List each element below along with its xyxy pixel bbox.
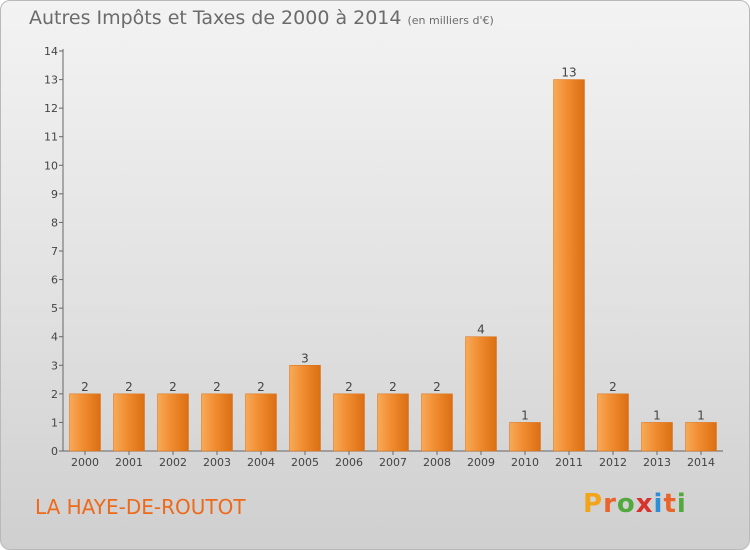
x-tick-label: 2009 xyxy=(467,456,495,469)
x-tick-label: 2013 xyxy=(643,456,671,469)
chart-unit: (en milliers d'€) xyxy=(407,14,494,27)
logo-letter: x xyxy=(635,489,654,519)
bar-value-label: 2 xyxy=(257,380,265,394)
bar xyxy=(245,393,277,452)
bar xyxy=(421,393,453,452)
y-tick-label: 3 xyxy=(51,359,58,372)
bar-value-label: 4 xyxy=(477,323,485,337)
bar xyxy=(597,393,629,452)
bar-value-label: 2 xyxy=(169,380,177,394)
bar-value-label: 2 xyxy=(609,380,617,394)
bar xyxy=(289,365,321,452)
bar xyxy=(113,393,145,452)
bar xyxy=(553,79,585,452)
bar-value-label: 2 xyxy=(213,380,221,394)
logo-letter: r xyxy=(603,489,617,519)
y-tick-label: 8 xyxy=(51,216,58,229)
chart-title-text: Autres Impôts et Taxes de 2000 à 2014 xyxy=(29,7,402,29)
y-tick-label: 2 xyxy=(51,388,58,401)
x-tick-label: 2008 xyxy=(423,456,451,469)
proxiti-logo: Proxiti xyxy=(583,489,687,519)
logo-letter: o xyxy=(616,489,636,519)
chart-title: Autres Impôts et Taxes de 2000 à 2014 (en… xyxy=(29,7,494,29)
x-tick-label: 2000 xyxy=(71,456,99,469)
y-tick-label: 14 xyxy=(44,45,58,58)
bar xyxy=(685,422,717,452)
y-tick-label: 5 xyxy=(51,302,58,315)
bar xyxy=(157,393,189,452)
x-tick-label: 2014 xyxy=(687,456,715,469)
logo-letter: i xyxy=(676,489,687,519)
y-tick-label: 1 xyxy=(51,416,58,429)
x-tick-label: 2010 xyxy=(511,456,539,469)
y-tick-label: 0 xyxy=(51,445,58,458)
y-tick-label: 12 xyxy=(44,102,58,115)
y-tick-label: 13 xyxy=(44,74,58,87)
bar xyxy=(201,393,233,452)
bar-value-label: 2 xyxy=(81,380,89,394)
bar xyxy=(69,393,101,452)
x-tick-label: 2005 xyxy=(291,456,319,469)
commune-name: LA HAYE-DE-ROUTOT xyxy=(35,495,246,519)
logo-letter: i xyxy=(653,489,664,519)
bar xyxy=(377,393,409,452)
logo-letter: t xyxy=(663,489,677,519)
bar-value-label: 1 xyxy=(653,408,661,422)
bar-value-label: 1 xyxy=(697,408,705,422)
bar-value-label: 2 xyxy=(433,380,441,394)
bar-value-label: 2 xyxy=(345,380,353,394)
bar-value-label: 3 xyxy=(301,351,309,365)
y-tick-label: 6 xyxy=(51,274,58,287)
bar-value-label: 1 xyxy=(521,408,529,422)
x-tick-label: 2011 xyxy=(555,456,583,469)
bar xyxy=(465,336,497,452)
x-tick-label: 2004 xyxy=(247,456,275,469)
x-tick-label: 2006 xyxy=(335,456,363,469)
chart-bars: 2 2 2 2 2 3 2 2 2 4 1 13 2 1 1 xyxy=(69,66,717,452)
x-tick-label: 2002 xyxy=(159,456,187,469)
bar xyxy=(509,422,541,452)
x-tick-label: 2003 xyxy=(203,456,231,469)
bar-value-label: 2 xyxy=(389,380,397,394)
x-tick-label: 2007 xyxy=(379,456,407,469)
bar xyxy=(333,393,365,452)
bar-value-label: 2 xyxy=(125,380,133,394)
y-tick-label: 11 xyxy=(44,131,58,144)
bar-value-label: 13 xyxy=(561,66,576,80)
logo-letter: P xyxy=(583,489,604,519)
bar xyxy=(641,422,673,452)
y-tick-label: 9 xyxy=(51,188,58,201)
x-tick-label: 2012 xyxy=(599,456,627,469)
y-tick-label: 7 xyxy=(51,245,58,258)
x-tick-label: 2001 xyxy=(115,456,143,469)
y-tick-label: 4 xyxy=(51,331,58,344)
y-tick-label: 10 xyxy=(44,159,58,172)
